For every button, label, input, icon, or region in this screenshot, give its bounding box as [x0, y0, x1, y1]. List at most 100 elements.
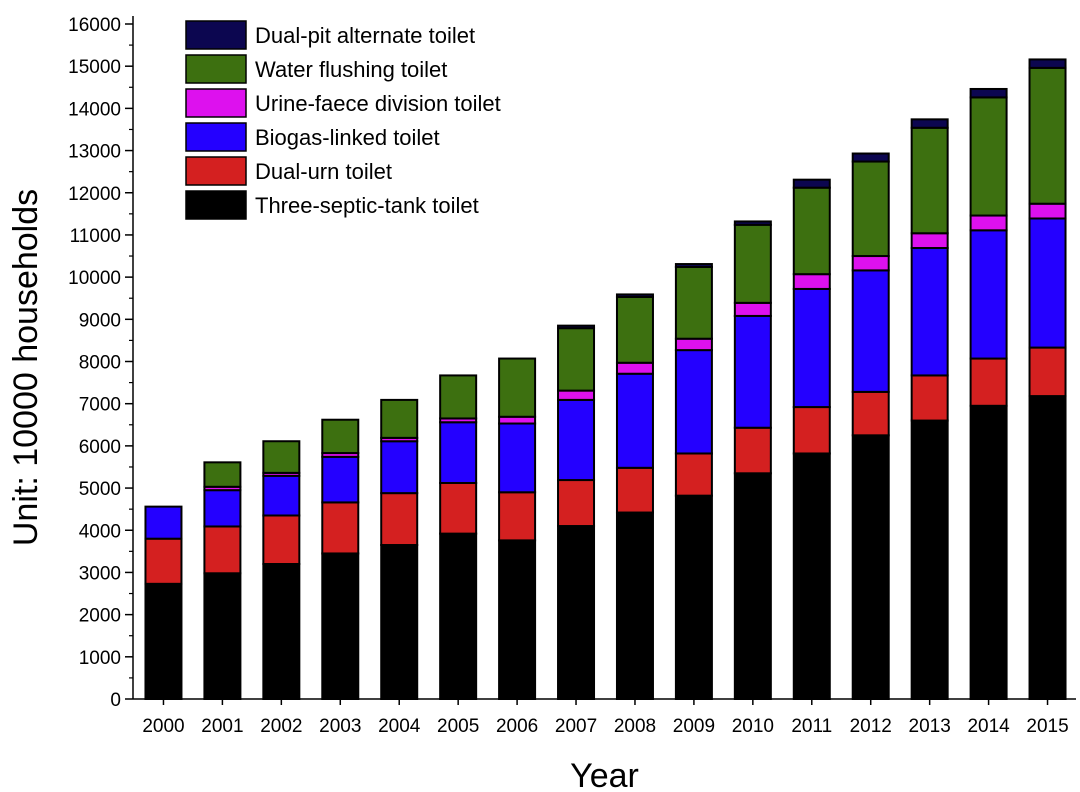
y-tick-label: 13000 [68, 142, 121, 163]
bar-segment-2008-biogas-linked-toilet [615, 372, 654, 469]
y-tick-label: 16000 [68, 15, 121, 36]
bar-segment-2011-urine-faece-division-toilet [792, 273, 831, 290]
bar-segment-2014-urine-faece-division-toilet [969, 214, 1008, 232]
y-tick-label: 5000 [79, 479, 121, 500]
bar-segment-2004-three-septic-tank-toilet [380, 544, 419, 700]
bar-segment-2001-dual-urn-toilet [203, 525, 242, 575]
bars [144, 58, 1067, 700]
y-tick-label: 4000 [79, 521, 121, 542]
bar-segment-2013-three-septic-tank-toilet [910, 419, 949, 700]
y-tick-label: 14000 [68, 99, 121, 120]
legend-swatch-water-flushing-toilet [185, 54, 247, 84]
bar-segment-2006-urine-faece-division-toilet [498, 415, 537, 425]
bar-segment-2005-dual-urn-toilet [439, 482, 478, 535]
legend-label-biogas-linked-toilet: Biogas-linked toilet [255, 125, 440, 150]
bar-segment-2015-three-septic-tank-toilet [1028, 395, 1067, 700]
y-tick-label: 7000 [79, 395, 121, 416]
x-tick-label: 2015 [1026, 716, 1068, 737]
legend-label-three-septic-tank-toilet: Three-septic-tank toilet [255, 193, 479, 218]
y-tick-label: 0 [110, 690, 121, 711]
x-tick-label: 2014 [967, 716, 1010, 737]
legend-swatch-dual-pit-alternate-toilet [185, 20, 247, 50]
bar-segment-2010-urine-faece-division-toilet [733, 301, 772, 317]
bar-segment-2014-three-septic-tank-toilet [969, 404, 1008, 700]
bar-segment-2010-three-septic-tank-toilet [733, 472, 772, 700]
y-axis-label: Unit: 10000 households [7, 189, 45, 546]
bar-segment-2005-water-flushing-toilet [439, 374, 478, 420]
bar-segment-2013-dual-urn-toilet [910, 374, 949, 422]
bar-segment-2000-three-septic-tank-toilet [144, 582, 183, 700]
bar-segment-2011-dual-urn-toilet [792, 406, 831, 455]
legend-swatch-dual-urn-toilet [185, 156, 247, 186]
bar-segment-2012-biogas-linked-toilet [851, 269, 890, 393]
x-tick-label: 2007 [555, 716, 597, 737]
bar-segment-2007-biogas-linked-toilet [557, 398, 596, 482]
bar-segment-2009-urine-faece-division-toilet [674, 337, 713, 352]
x-tick-label: 2005 [437, 716, 479, 737]
legend: Dual-pit alternate toilet Water flushing … [185, 20, 501, 220]
bar-segment-2002-three-septic-tank-toilet [262, 563, 301, 700]
x-axis-label: Year [570, 757, 639, 792]
y-tick-label: 9000 [79, 310, 121, 331]
bar-segment-2006-three-septic-tank-toilet [498, 539, 537, 700]
bar-segment-2008-urine-faece-division-toilet [615, 361, 654, 375]
bar-segment-2010-biogas-linked-toilet [733, 314, 772, 429]
bar-segment-2012-three-septic-tank-toilet [851, 434, 890, 700]
bar-segment-2012-urine-faece-division-toilet [851, 255, 890, 272]
bar-segment-2013-dual-pit-alternate-toilet [910, 118, 949, 129]
bar-segment-2015-water-flushing-toilet [1028, 66, 1067, 205]
bar-segment-2001-three-septic-tank-toilet [203, 572, 242, 700]
bar-segment-2008-dual-pit-alternate-toilet [615, 293, 654, 298]
bar-segment-2000-dual-urn-toilet [144, 537, 183, 585]
legend-swatch-urine-faece-division-toilet [185, 88, 247, 118]
bar-segment-2003-water-flushing-toilet [321, 418, 360, 455]
x-tick-label: 2006 [496, 716, 538, 737]
bar-segment-2008-three-septic-tank-toilet [615, 511, 654, 700]
y-tick-label: 2000 [79, 606, 121, 627]
legend-swatch-three-septic-tank-toilet [185, 190, 247, 220]
bar-segment-2013-biogas-linked-toilet [910, 247, 949, 377]
bar-segment-2003-biogas-linked-toilet [321, 455, 360, 504]
x-tick-label: 2001 [201, 716, 243, 737]
bar-segment-2014-dual-urn-toilet [969, 357, 1008, 407]
bar-segment-2007-urine-faece-division-toilet [557, 389, 596, 401]
y-tick-label: 8000 [79, 353, 121, 374]
x-tick-label: 2000 [142, 716, 184, 737]
bar-segment-2004-dual-urn-toilet [380, 492, 419, 547]
bar-segment-2011-biogas-linked-toilet [792, 287, 831, 409]
bar-segment-2015-dual-pit-alternate-toilet [1028, 58, 1067, 69]
bar-segment-2009-biogas-linked-toilet [674, 349, 713, 455]
bar-segment-2001-biogas-linked-toilet [203, 489, 242, 528]
y-tick-label: 6000 [79, 437, 121, 458]
bar-segment-2010-dual-pit-alternate-toilet [733, 220, 772, 226]
legend-label-dual-urn-toilet: Dual-urn toilet [255, 159, 392, 184]
x-tick-label: 2013 [909, 716, 951, 737]
bar-segment-2009-dual-urn-toilet [674, 452, 713, 497]
bar-segment-2006-water-flushing-toilet [498, 357, 537, 418]
x-tick-label: 2008 [614, 716, 656, 737]
bar-segment-2011-three-septic-tank-toilet [792, 452, 831, 700]
bar-segment-2006-biogas-linked-toilet [498, 422, 537, 494]
bar-segment-2012-dual-pit-alternate-toilet [851, 152, 890, 163]
bar-segment-2004-water-flushing-toilet [380, 398, 419, 439]
y-tick-label: 15000 [68, 57, 121, 78]
bar-segment-2007-water-flushing-toilet [557, 327, 596, 392]
bar-segment-2013-urine-faece-division-toilet [910, 232, 949, 250]
bar-segment-2000-biogas-linked-toilet [144, 505, 183, 540]
bar-segment-2007-dual-pit-alternate-toilet [557, 324, 596, 330]
x-tick-label: 2003 [319, 716, 361, 737]
bar-segment-2008-dual-urn-toilet [615, 466, 654, 514]
bar-segment-2010-dual-urn-toilet [733, 426, 772, 475]
axes: 0 1000 2000 3000 4000 5000 6000 7000 8000 9000 100… [68, 15, 1076, 737]
bar-segment-2014-water-flushing-toilet [969, 96, 1008, 217]
bar-segment-2007-dual-urn-toilet [557, 479, 596, 528]
bar-segment-2009-water-flushing-toilet [674, 266, 713, 340]
bar-segment-2015-urine-faece-division-toilet [1028, 202, 1067, 220]
bar-segment-2014-biogas-linked-toilet [969, 229, 1008, 360]
y-tick-label: 10000 [68, 268, 121, 289]
bar-segment-2002-biogas-linked-toilet [262, 474, 301, 517]
legend-label-dual-pit-alternate-toilet: Dual-pit alternate toilet [255, 23, 475, 48]
bar-segment-2012-dual-urn-toilet [851, 390, 890, 437]
bar-segment-2014-dual-pit-alternate-toilet [969, 87, 1008, 99]
